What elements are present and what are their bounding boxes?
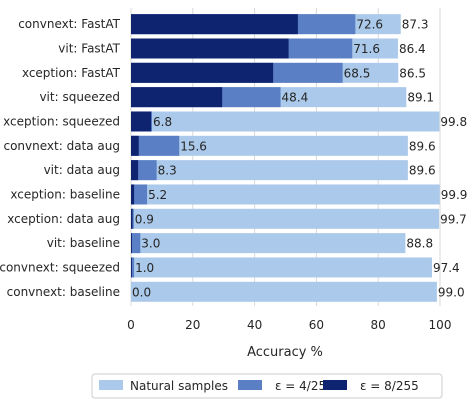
bar-series-1 (131, 257, 135, 278)
legend-label: ε = 4/255 (275, 379, 334, 393)
category-label: xception: data aug (7, 212, 120, 226)
bar-series-2 (131, 62, 274, 83)
eps4-value-label: 3.0 (141, 237, 160, 251)
x-axis-title: Accuracy % (247, 345, 323, 360)
legend-swatch (323, 380, 347, 390)
natural-value-label: 89.6 (409, 139, 436, 153)
natural-value-label: 88.8 (406, 237, 433, 251)
eps4-value-label: 5.2 (148, 188, 167, 202)
category-label: convnext: data aug (3, 139, 120, 153)
x-tick-label: 40 (247, 318, 262, 332)
bar-series-0 (131, 160, 408, 181)
bar-series-2 (131, 87, 223, 108)
x-tick-labels: 0 20 40 60 80 100 (127, 318, 451, 332)
natural-value-label: 97.4 (433, 261, 460, 275)
legend-frame (91, 373, 443, 399)
bar-series-0 (131, 257, 432, 278)
natural-value-label: 99.8 (440, 115, 467, 129)
eps4-value-label: 6.8 (153, 115, 172, 129)
category-label: convnext: squeezed (0, 260, 120, 274)
bars (131, 14, 440, 302)
natural-value-label: 99.9 (441, 188, 468, 202)
bar-series-0 (131, 135, 408, 156)
legend-swatch (99, 380, 123, 390)
value-labels: 87.3 72.6 86.4 71.6 86.5 68.5 89.1 48.4 99.8 6.8 8… (132, 18, 467, 300)
bar-series-2 (131, 257, 132, 278)
bar-series-2 (131, 135, 139, 156)
category-label: convnext: baseline (7, 285, 120, 299)
bar-series-2 (131, 160, 139, 181)
bar-series-2 (131, 233, 132, 254)
natural-value-label: 89.6 (409, 164, 436, 178)
category-label: xception: FastAT (22, 66, 121, 80)
legend: Natural samples ε = 4/255 ε = 8/255 (91, 373, 443, 399)
natural-value-label: 86.5 (399, 66, 426, 80)
category-label: vit: squeezed (39, 90, 120, 104)
bar-series-2 (131, 208, 133, 229)
x-tick-label: 100 (429, 318, 452, 332)
legend-label: ε = 8/255 (360, 379, 419, 393)
bar-series-0 (131, 184, 440, 205)
eps4-value-label: 1.0 (135, 261, 154, 275)
bar-series-0 (131, 281, 437, 302)
natural-value-label: 89.1 (407, 91, 434, 105)
bar-series-1 (131, 135, 180, 156)
bar-series-0 (131, 233, 406, 254)
bar-series-1 (131, 184, 148, 205)
category-label: convnext: FastAT (18, 17, 120, 31)
legend-swatch (238, 380, 262, 390)
category-label: vit: FastAT (58, 41, 120, 55)
natural-value-label: 99.7 (440, 212, 467, 226)
eps4-value-label: 15.6 (180, 139, 207, 153)
category-label: xception: baseline (10, 187, 120, 201)
eps4-value-label: 48.4 (282, 91, 309, 105)
category-label: xception: squeezed (3, 114, 120, 128)
bar-series-2 (131, 111, 152, 132)
bar-series-2 (131, 14, 298, 35)
x-tick-label: 0 (127, 318, 135, 332)
x-tick-label: 80 (371, 318, 386, 332)
natural-value-label: 99.0 (438, 285, 465, 299)
bar-series-0 (131, 111, 440, 132)
bar-series-2 (131, 38, 289, 59)
bar-series-0 (131, 208, 440, 229)
category-label: vit: baseline (47, 236, 120, 250)
eps4-value-label: 68.5 (344, 66, 371, 80)
eps4-value-label: 8.3 (158, 164, 177, 178)
x-tick-label: 20 (185, 318, 200, 332)
eps4-value-label: 0.9 (135, 212, 154, 226)
natural-value-label: 87.3 (402, 18, 429, 32)
eps4-value-label: 72.6 (356, 18, 383, 32)
eps4-value-label: 0.0 (132, 285, 151, 299)
natural-value-label: 86.4 (399, 42, 426, 56)
legend-label: Natural samples (130, 379, 228, 393)
category-label: vit: data aug (44, 163, 120, 177)
bar-series-2 (131, 184, 135, 205)
bar-series-1 (131, 233, 141, 254)
eps4-value-label: 71.6 (353, 42, 380, 56)
category-labels: convnext: FastAT vit: FastAT xception: Fas… (0, 17, 121, 299)
x-tick-label: 60 (309, 318, 324, 332)
